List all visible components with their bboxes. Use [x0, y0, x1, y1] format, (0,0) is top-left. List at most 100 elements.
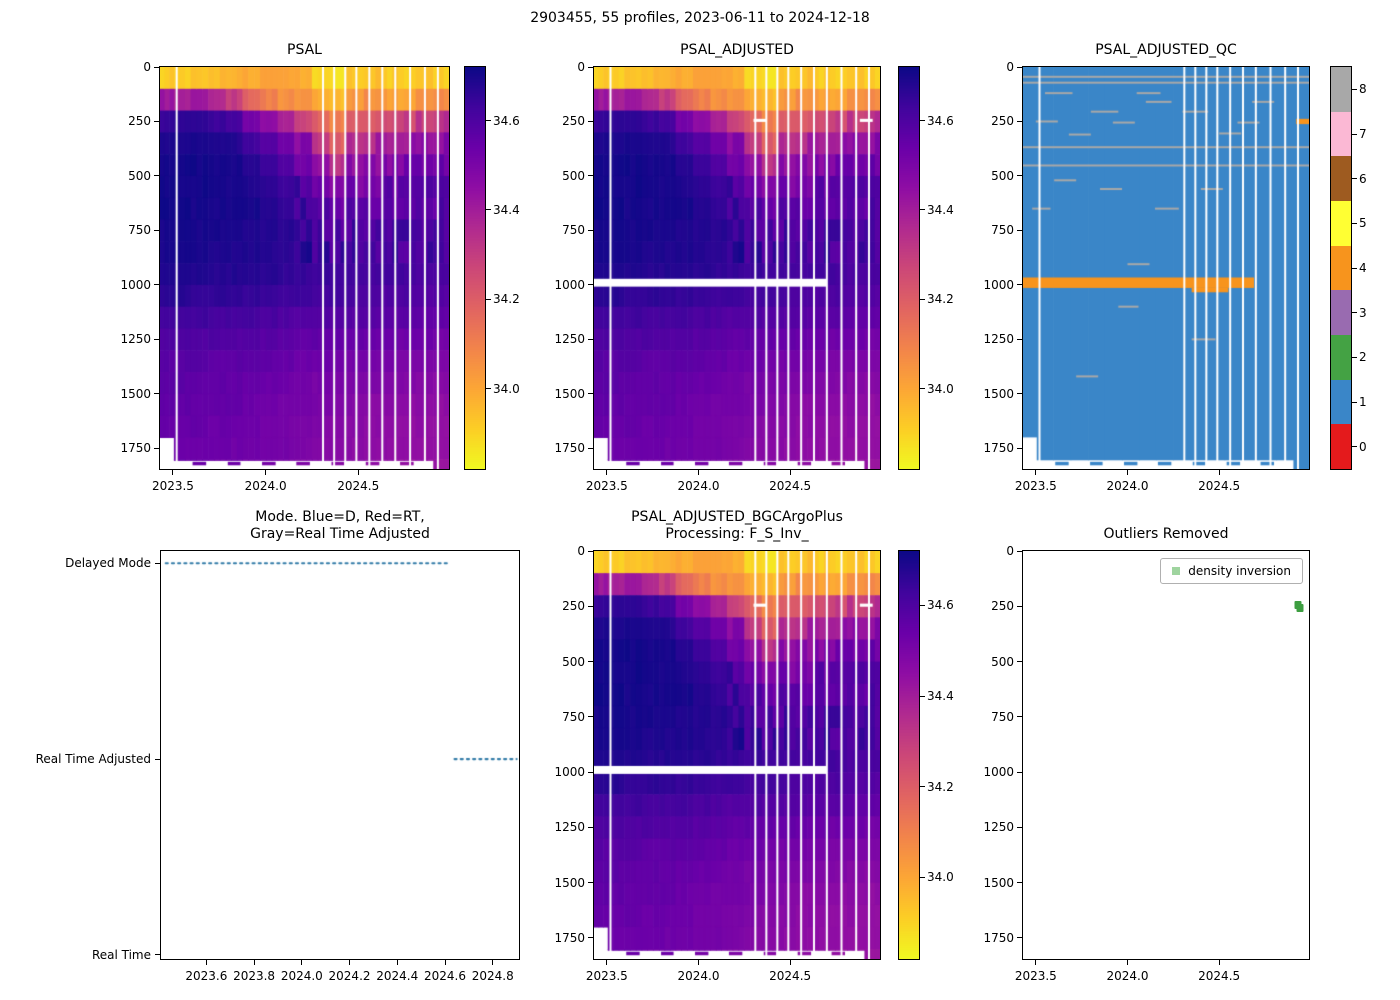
y-tick-label: 250	[991, 114, 1014, 129]
y-tick	[588, 175, 593, 177]
mode-category-label: Real Time	[91, 947, 151, 962]
y-tick	[1017, 937, 1022, 939]
y-tick	[1017, 284, 1022, 286]
qc-colorbar-tick	[1352, 88, 1357, 90]
psal-adjusted-heatmap: 2023.5 2024.0 2024.5 0 250 500 750 1000 1250 1500…	[554, 60, 881, 493]
y-tick	[1017, 716, 1022, 718]
qc-colorbar-tick	[1352, 312, 1357, 314]
x-tick-label: 2024.0	[1106, 969, 1149, 983]
mode-plot-canvas	[161, 551, 519, 959]
x-tick-label: 2023.5	[585, 969, 628, 983]
y-tick	[154, 447, 159, 449]
mode-category-label: Delayed Mode	[65, 556, 151, 571]
y-tick-label: 1000	[120, 277, 151, 292]
x-tick	[253, 960, 255, 965]
qc-colorbar-segment	[1331, 201, 1351, 247]
colorbar-tick	[920, 786, 925, 788]
qc-colorbar-tick	[1352, 133, 1357, 135]
qc-colorbar-segment	[1331, 424, 1351, 470]
x-tick-label: 2023.5	[1014, 479, 1057, 493]
colorbar-tick-label: 34.0	[493, 381, 520, 396]
x-tick-label: 2024.0	[677, 969, 720, 983]
x-tick-label: 2023.5	[585, 479, 628, 493]
psal-adjusted-qc-heatmap-canvas	[1023, 67, 1309, 469]
y-tick-label: 500	[562, 654, 585, 669]
x-tick-label: 2024.4	[376, 969, 419, 983]
outlier-point	[1296, 604, 1304, 613]
colorbar-tick	[920, 298, 925, 300]
colorbar-tick-label: 34.6	[927, 113, 954, 128]
x-tick	[265, 470, 267, 475]
y-tick-label: 0	[1006, 544, 1014, 558]
x-tick	[301, 960, 303, 965]
y-tick-label: 0	[143, 60, 151, 74]
y-tick	[1017, 175, 1022, 177]
qc-colorbar-segment	[1331, 111, 1351, 157]
y-tick-label: 500	[991, 168, 1014, 183]
x-tick-label: 2024.5	[769, 479, 812, 493]
y-tick	[588, 826, 593, 828]
y-tick	[1017, 338, 1022, 340]
y-tick-label: 1000	[554, 277, 585, 292]
x-tick	[349, 960, 351, 965]
x-tick	[172, 470, 174, 475]
psal-heatmap-canvas	[160, 67, 449, 469]
qc-colorbar-tick	[1352, 446, 1357, 448]
psal-bgc-colorbar: 34.6 34.4 34.2 34.0	[898, 550, 954, 960]
y-tick-label: 1250	[983, 332, 1014, 347]
y-tick	[588, 120, 593, 122]
qc-colorbar-tick	[1352, 401, 1357, 403]
y-tick	[588, 550, 593, 552]
y-tick-label: 750	[562, 223, 585, 238]
y-tick-label: 500	[128, 168, 151, 183]
y-tick	[588, 937, 593, 939]
psal-bgc-title: PSAL_ADJUSTED_BGCArgoPlus Processing: F_…	[593, 509, 881, 543]
y-tick-label: 1000	[554, 765, 585, 780]
x-tick-label: 2024.5	[337, 479, 380, 493]
x-tick-label: 2024.0	[1106, 479, 1149, 493]
x-tick	[1035, 470, 1037, 475]
qc-colorbar-tick-label: 3	[1359, 305, 1367, 320]
colorbar-tick-label: 34.0	[927, 381, 954, 396]
y-tick	[154, 229, 159, 231]
y-tick	[154, 120, 159, 122]
y-tick	[588, 716, 593, 718]
y-tick	[1017, 661, 1022, 663]
x-tick	[1218, 470, 1220, 475]
x-tick-label: 2024.2	[328, 969, 371, 983]
psal-title: PSAL	[287, 42, 322, 58]
y-tick	[588, 338, 593, 340]
qc-colorbar-tick-label: 7	[1359, 127, 1367, 141]
y-tick	[588, 66, 593, 68]
colorbar-tick	[486, 209, 491, 211]
x-tick-label: 2024.5	[1198, 969, 1241, 983]
y-tick	[154, 175, 159, 177]
y-tick-label: 0	[1006, 60, 1014, 74]
qc-colorbar-segment	[1331, 335, 1351, 381]
y-tick	[1017, 550, 1022, 552]
colorbar-tick	[920, 120, 925, 122]
x-tick-label: 2023.5	[151, 479, 194, 493]
colorbar-tick-label: 34.2	[493, 292, 520, 307]
x-tick	[1127, 470, 1128, 475]
mode-title: Mode. Blue=D, Red=RT, Gray=Real Time Adj…	[160, 509, 520, 543]
y-tick	[154, 66, 159, 68]
mode-title-line2: Gray=Real Time Adjusted	[250, 526, 430, 542]
qc-colorbar-segment	[1331, 379, 1351, 425]
x-tick	[396, 960, 398, 965]
y-tick-label: 250	[562, 114, 585, 129]
y-tick-label: 250	[562, 599, 585, 614]
qc-colorbar-tick-label: 8	[1359, 82, 1367, 97]
x-tick	[606, 470, 608, 475]
y-tick-label: 1000	[983, 765, 1014, 780]
y-tick-label: 750	[128, 223, 151, 238]
colorbar-tick-label: 34.0	[927, 870, 954, 885]
x-tick	[357, 470, 359, 475]
x-tick	[698, 960, 699, 965]
colorbar-tick-label: 34.4	[927, 689, 954, 704]
x-tick	[606, 960, 608, 965]
x-tick-label: 2023.8	[233, 969, 276, 983]
y-tick	[154, 284, 159, 286]
outliers-legend: density inversion	[1160, 558, 1303, 584]
y-tick-label: 1750	[554, 441, 585, 456]
